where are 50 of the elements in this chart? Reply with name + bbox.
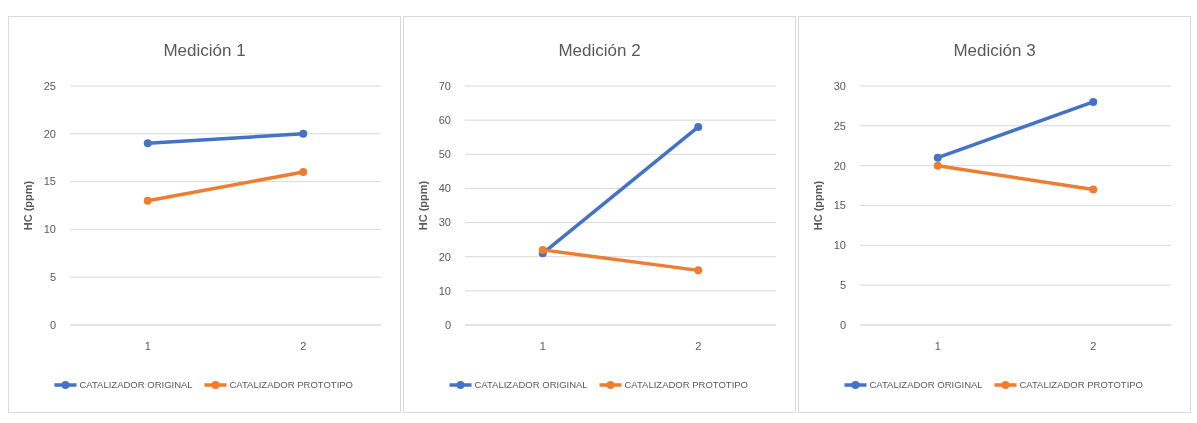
legend-label: CATALIZADOR PROTOTIPO [624, 379, 749, 391]
point [538, 245, 547, 254]
point [299, 168, 308, 177]
point [933, 153, 942, 162]
point [143, 196, 152, 205]
y-tick-label: 0 [49, 318, 56, 331]
y-tick-label: 10 [438, 284, 451, 297]
x-tick-label: 1 [144, 340, 151, 352]
y-tick-label: 15 [43, 175, 56, 188]
point [694, 266, 703, 275]
point [1089, 97, 1098, 106]
legend-label: CATALIZADOR PROTOTIPO [229, 379, 354, 391]
y-tick-label: 10 [833, 239, 846, 252]
point [933, 161, 942, 170]
y-tick-label: 50 [438, 148, 451, 161]
x-tick-label: 2 [695, 340, 702, 352]
x-tick-label: 2 [1090, 340, 1097, 352]
y-tick-label: 20 [833, 159, 846, 172]
legend-label: CATALIZADOR ORIGINAL [474, 379, 588, 391]
y-tick-label: 25 [43, 79, 56, 92]
point [694, 122, 703, 131]
legend-label: CATALIZADOR PROTOTIPO [1019, 379, 1144, 391]
y-tick-label: 20 [438, 250, 451, 263]
x-tick-label: 1 [934, 340, 941, 352]
point [143, 139, 152, 148]
chart-title: Medición 1 [163, 41, 246, 60]
y-tick-label: 30 [438, 216, 451, 229]
y-tick-label: 60 [438, 113, 451, 126]
y-tick-label: 10 [43, 223, 56, 236]
legend-label: CATALIZADOR ORIGINAL [79, 379, 193, 391]
x-tick-label: 1 [539, 340, 546, 352]
y-tick-label: 25 [833, 119, 846, 132]
chart-title: Medición 3 [953, 41, 1036, 60]
point [299, 129, 308, 138]
y-tick-label: 5 [839, 279, 846, 292]
y-axis-title: HC (ppm) [812, 180, 824, 231]
y-tick-label: 20 [43, 127, 56, 140]
y-tick-label: 5 [49, 271, 56, 284]
y-axis-title: HC (ppm) [417, 180, 429, 231]
y-tick-label: 70 [438, 79, 451, 92]
y-tick-label: 30 [833, 79, 846, 92]
y-axis-title: HC (ppm) [22, 180, 34, 231]
y-tick-label: 0 [839, 318, 846, 331]
legend-label: CATALIZADOR ORIGINAL [869, 379, 983, 391]
x-tick-label: 2 [300, 340, 307, 352]
y-tick-label: 0 [444, 318, 451, 331]
point [1089, 185, 1098, 194]
y-tick-label: 15 [833, 199, 846, 212]
y-tick-label: 40 [438, 182, 451, 195]
chart-title: Medición 2 [558, 41, 641, 60]
